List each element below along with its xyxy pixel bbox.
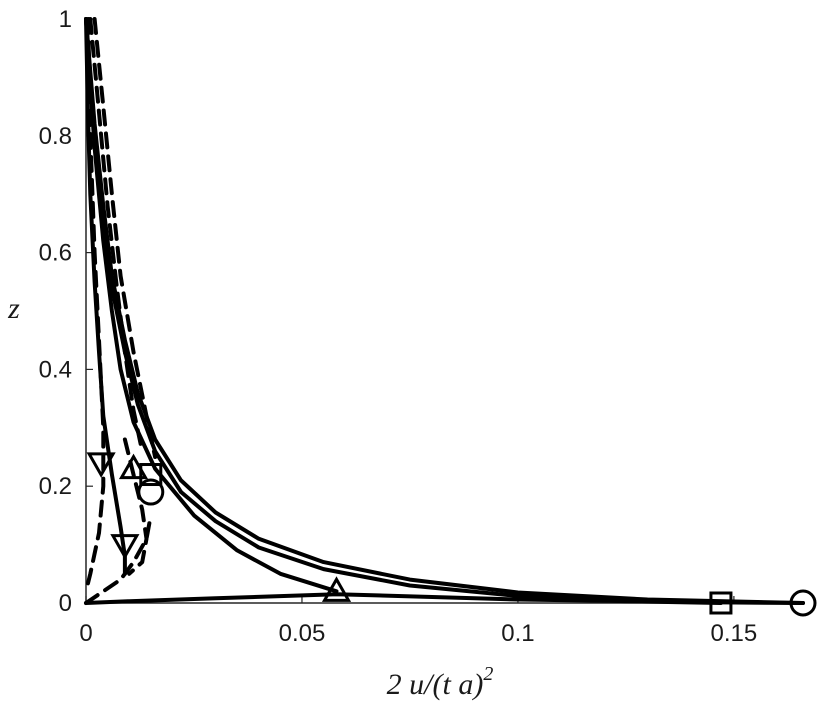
y-tick-label: 0.8 bbox=[39, 123, 72, 150]
series-layer bbox=[84, 17, 805, 605]
series-line-6-dashed bbox=[92, 17, 158, 459]
x-tick-label: 0.1 bbox=[501, 620, 534, 647]
x-tick-label: 0.05 bbox=[279, 620, 326, 647]
triangle-up-marker bbox=[118, 453, 149, 480]
triangle-up-marker bbox=[321, 576, 352, 602]
x-tick-label: 0.15 bbox=[711, 620, 758, 647]
circle-marker bbox=[137, 478, 165, 506]
triangle-down-marker bbox=[86, 452, 116, 478]
series-line-8-dashed bbox=[84, 17, 106, 594]
series-line-5-solid bbox=[84, 592, 805, 605]
circle-marker bbox=[789, 589, 817, 617]
marker-layer bbox=[86, 452, 817, 617]
y-tick-label: 0.2 bbox=[39, 473, 72, 500]
series-line-9-dashed bbox=[122, 437, 149, 576]
square-marker bbox=[139, 463, 163, 487]
x-tick-label: 0 bbox=[79, 620, 92, 647]
y-tick-label: 0.6 bbox=[39, 240, 72, 267]
x-axis-label: 2 u/(t a)2 bbox=[387, 663, 494, 701]
series-line-2-solid bbox=[84, 17, 723, 605]
tick-labels: 0 0.05 0.1 0.15 0 0.2 0.4 0.6 0.8 1 bbox=[39, 6, 758, 647]
y-axis-label: z bbox=[7, 292, 20, 325]
series-line-7-dashed bbox=[88, 17, 145, 454]
series-line-10-dashed bbox=[84, 513, 153, 605]
x-axis-label-text: 2 u/(t a) bbox=[387, 668, 484, 701]
series-line-3-solid bbox=[84, 17, 339, 594]
y-tick-label: 0.4 bbox=[39, 356, 72, 383]
square-marker bbox=[709, 591, 733, 615]
y-tick-label: 1 bbox=[59, 6, 72, 33]
y-tick-label: 0 bbox=[59, 590, 72, 617]
x-axis-label-superscript: 2 bbox=[483, 663, 493, 685]
triangle-down-marker bbox=[110, 534, 140, 560]
